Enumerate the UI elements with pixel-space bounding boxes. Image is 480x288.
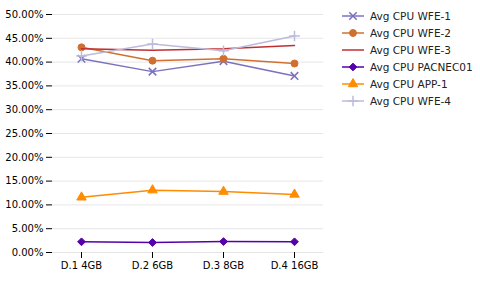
html-text:Avg CPU WFE-2: Avg CPU WFE-2	[370, 27, 451, 39]
svg-text:20.00%: 20.00%	[5, 152, 43, 163]
svg-text:15.00%: 15.00%	[5, 175, 43, 186]
svg-text:0.00%: 0.00%	[12, 247, 44, 258]
svg-text:D.3 8GB: D.3 8GB	[203, 260, 245, 271]
html-text:Avg CPU WFE-1: Avg CPU WFE-1	[370, 10, 451, 22]
html-text:Avg CPU APP-1: Avg CPU APP-1	[370, 78, 448, 90]
svg-text:25.00%: 25.00%	[5, 128, 43, 139]
svg-text:D.1 4GB: D.1 4GB	[61, 260, 103, 271]
svg-text:5.00%: 5.00%	[12, 223, 44, 234]
svg-text:40.00%: 40.00%	[5, 56, 43, 67]
svg-text:30.00%: 30.00%	[5, 104, 43, 115]
svg-text:45.00%: 45.00%	[5, 33, 43, 44]
svg-text:10.00%: 10.00%	[5, 199, 43, 210]
svg-text:35.00%: 35.00%	[5, 80, 43, 91]
html-text:Avg CPU WFE-4: Avg CPU WFE-4	[370, 95, 451, 107]
html-text:Avg CPU WFE-3: Avg CPU WFE-3	[370, 44, 451, 56]
svg-text:D.2 6GB: D.2 6GB	[132, 260, 174, 271]
svg-text:D.4 16GB: D.4 16GB	[271, 260, 319, 271]
html-text:Avg CPU PACNEC01: Avg CPU PACNEC01	[370, 61, 473, 73]
svg-text:50.00%: 50.00%	[5, 9, 43, 20]
